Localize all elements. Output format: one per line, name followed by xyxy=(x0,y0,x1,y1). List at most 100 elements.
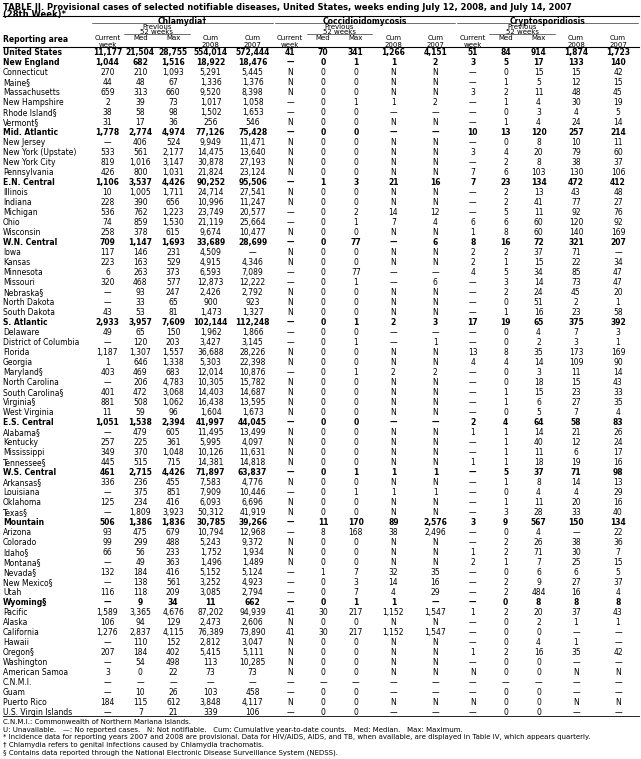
Text: 8: 8 xyxy=(615,598,620,606)
Text: 0: 0 xyxy=(320,187,326,197)
Text: 1,866: 1,866 xyxy=(242,328,263,337)
Text: Wyoming§: Wyoming§ xyxy=(3,598,47,606)
Text: 5: 5 xyxy=(503,468,508,477)
Text: 1: 1 xyxy=(353,488,358,497)
Text: 1,327: 1,327 xyxy=(242,308,263,317)
Text: 51: 51 xyxy=(534,298,544,307)
Text: N: N xyxy=(433,138,438,146)
Text: Oregon§: Oregon§ xyxy=(3,647,35,657)
Text: 800: 800 xyxy=(133,168,147,177)
Text: N: N xyxy=(287,478,293,487)
Text: 392: 392 xyxy=(610,318,626,327)
Text: 3: 3 xyxy=(353,578,358,587)
Text: N: N xyxy=(390,247,396,257)
Text: 299: 299 xyxy=(133,538,147,546)
Text: 66: 66 xyxy=(103,548,112,557)
Text: 1,962: 1,962 xyxy=(200,328,221,337)
Text: 6,696: 6,696 xyxy=(242,498,263,507)
Text: 134: 134 xyxy=(610,518,626,527)
Text: 9: 9 xyxy=(536,578,541,587)
Text: 81: 81 xyxy=(169,308,178,317)
Text: American Samoa: American Samoa xyxy=(3,668,68,677)
Text: Idaho§: Idaho§ xyxy=(3,548,28,557)
Text: 0: 0 xyxy=(503,368,508,376)
Text: 60: 60 xyxy=(534,228,544,237)
Text: N: N xyxy=(433,118,438,127)
Text: N: N xyxy=(287,498,293,507)
Text: 7: 7 xyxy=(574,408,578,417)
Text: 11: 11 xyxy=(534,208,544,217)
Text: 0: 0 xyxy=(353,88,358,97)
Text: 1,693: 1,693 xyxy=(162,238,185,247)
Text: 923: 923 xyxy=(246,298,260,307)
Text: New Jersey: New Jersey xyxy=(3,138,46,146)
Text: 0: 0 xyxy=(320,338,326,347)
Text: —: — xyxy=(469,118,477,127)
Text: 10,876: 10,876 xyxy=(239,368,266,376)
Text: 2,606: 2,606 xyxy=(242,618,263,627)
Text: —: — xyxy=(390,417,397,427)
Text: N: N xyxy=(287,658,293,667)
Text: 258: 258 xyxy=(100,228,115,237)
Text: 1,809: 1,809 xyxy=(129,508,151,517)
Text: 1: 1 xyxy=(433,338,438,347)
Text: —: — xyxy=(287,98,294,107)
Text: § Contains data reported through the National Electronic Disease Surveillance Sy: § Contains data reported through the Nat… xyxy=(3,749,338,756)
Text: —: — xyxy=(431,598,439,606)
Text: 0: 0 xyxy=(320,308,326,317)
Text: Missouri: Missouri xyxy=(3,278,35,287)
Text: 1: 1 xyxy=(391,488,395,497)
Text: 207: 207 xyxy=(100,647,115,657)
Text: 2,177: 2,177 xyxy=(162,148,184,157)
Text: 851: 851 xyxy=(166,488,180,497)
Text: 13: 13 xyxy=(534,187,544,197)
Text: 98: 98 xyxy=(613,468,623,477)
Text: 461: 461 xyxy=(99,468,115,477)
Text: 683: 683 xyxy=(166,368,181,376)
Text: 41,997: 41,997 xyxy=(196,417,225,427)
Text: † Chlamydia refers to genital infections caused by Chlamydia trachomatis.: † Chlamydia refers to genital infections… xyxy=(3,742,264,748)
Text: 313: 313 xyxy=(133,88,147,97)
Text: 5: 5 xyxy=(615,568,620,577)
Text: 41: 41 xyxy=(285,628,295,637)
Text: 3: 3 xyxy=(470,88,475,97)
Text: South Dakota: South Dakota xyxy=(3,308,55,317)
Text: 38: 38 xyxy=(103,108,112,117)
Text: —: — xyxy=(104,288,112,297)
Text: 11,631: 11,631 xyxy=(240,448,266,457)
Text: 0: 0 xyxy=(503,708,508,716)
Text: 37: 37 xyxy=(613,578,623,587)
Text: Arkansas§: Arkansas§ xyxy=(3,478,42,487)
Text: 73: 73 xyxy=(169,98,178,107)
Text: 18,922: 18,922 xyxy=(196,58,225,67)
Text: 58: 58 xyxy=(135,108,145,117)
Text: 99: 99 xyxy=(103,538,112,546)
Text: 26: 26 xyxy=(534,538,544,546)
Text: Virginia§: Virginia§ xyxy=(3,398,37,407)
Text: 133: 133 xyxy=(568,58,584,67)
Text: 1,106: 1,106 xyxy=(96,178,119,187)
Text: 1,266: 1,266 xyxy=(381,48,405,57)
Text: —: — xyxy=(431,708,439,716)
Text: 0: 0 xyxy=(353,618,358,627)
Text: 2: 2 xyxy=(503,578,508,587)
Text: 6: 6 xyxy=(574,448,578,457)
Text: 1,557: 1,557 xyxy=(162,348,184,357)
Text: 1,473: 1,473 xyxy=(200,308,222,317)
Text: N: N xyxy=(390,658,396,667)
Text: Maryland§: Maryland§ xyxy=(3,368,43,376)
Text: 1: 1 xyxy=(503,558,508,567)
Text: 0: 0 xyxy=(320,298,326,307)
Text: 515: 515 xyxy=(133,458,147,467)
Text: —: — xyxy=(469,638,477,647)
Text: 60: 60 xyxy=(613,148,623,157)
Text: 1: 1 xyxy=(353,218,358,227)
Text: 257: 257 xyxy=(100,438,115,447)
Text: 94: 94 xyxy=(135,618,146,627)
Text: 20: 20 xyxy=(571,498,581,507)
Text: 26: 26 xyxy=(613,428,623,436)
Text: 1: 1 xyxy=(574,618,578,627)
Text: 11,247: 11,247 xyxy=(240,198,266,206)
Text: 341: 341 xyxy=(348,48,363,57)
Text: 1: 1 xyxy=(503,308,508,317)
